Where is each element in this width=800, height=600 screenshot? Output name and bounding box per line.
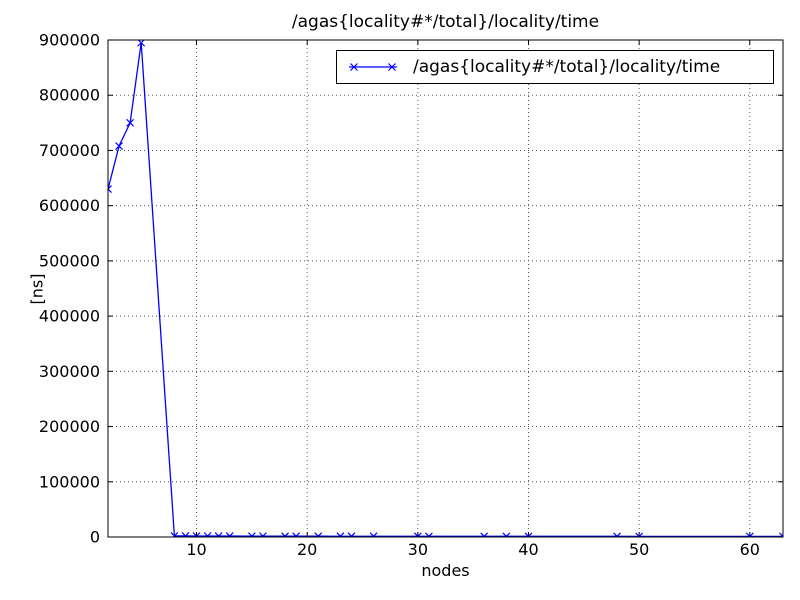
y-axis-label: [ns] — [27, 273, 47, 305]
y-tick-label: 900000 — [39, 31, 100, 50]
y-tick-label: 600000 — [39, 196, 100, 215]
y-tick-label: 500000 — [39, 251, 100, 270]
chart-title: /agas{locality#*/total}/locality/time — [291, 12, 600, 32]
data-line — [108, 42, 783, 537]
legend-label: /agas{locality#*/total}/locality/time — [413, 57, 721, 77]
y-tick-label: 0 — [90, 528, 100, 547]
legend-x-marker-icon — [350, 63, 358, 71]
y-tick-label: 200000 — [39, 417, 100, 436]
y-tick-label: 800000 — [39, 86, 100, 105]
x-tick-label: 50 — [629, 540, 649, 559]
legend-line-marker-icon — [349, 63, 397, 71]
data-series — [108, 40, 783, 537]
x-axis-label: nodes — [421, 561, 470, 580]
y-tick-label: 400000 — [39, 307, 100, 326]
x-tick-label: 60 — [740, 540, 760, 559]
data-point-markers — [108, 40, 783, 537]
x-tick-label: 20 — [297, 540, 317, 559]
y-tick-label: 700000 — [39, 141, 100, 160]
legend-box: /agas{locality#*/total}/locality/time — [336, 50, 774, 84]
x-tick-label: 40 — [518, 540, 538, 559]
y-tick-label: 100000 — [39, 472, 100, 491]
x-tick-label: 30 — [408, 540, 428, 559]
y-tick-label: 300000 — [39, 362, 100, 381]
axes-border — [107, 39, 784, 538]
legend-x-marker-icon — [388, 63, 396, 71]
x-tick-label: 10 — [186, 540, 206, 559]
